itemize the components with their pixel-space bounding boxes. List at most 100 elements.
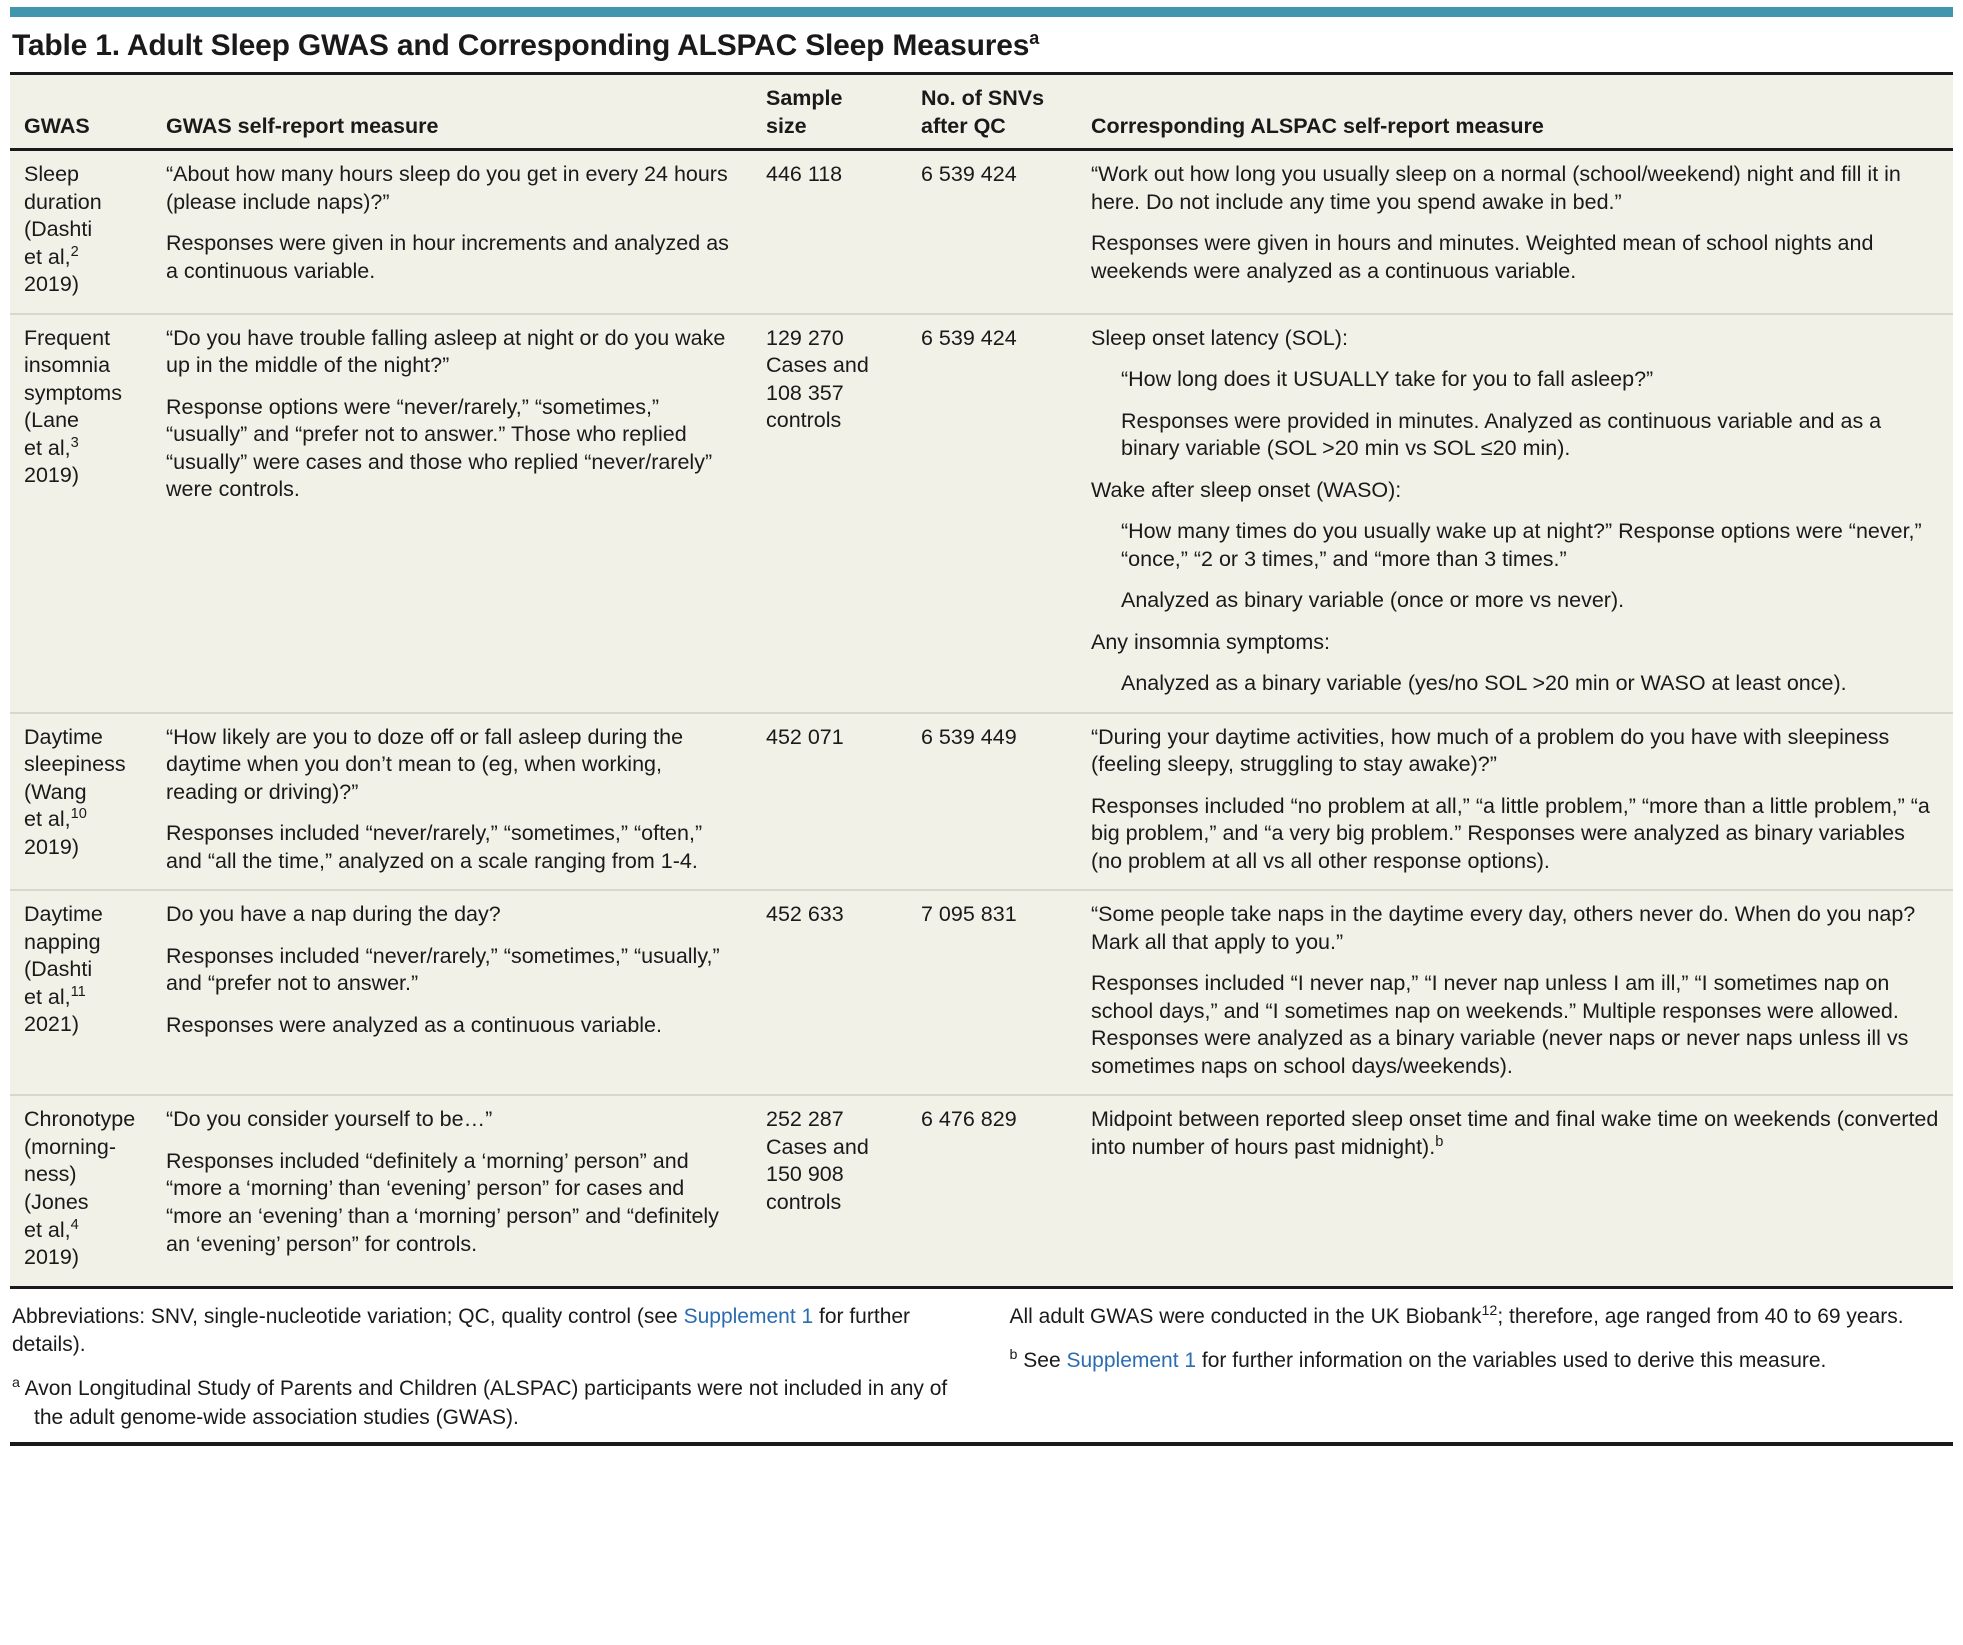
alspac-paragraph: Any insomnia symptoms: <box>1091 629 1330 654</box>
table-row: Daytime sleepiness (Wang et al,10 2019) “H… <box>10 711 1953 891</box>
table-title-footnote-marker: a <box>1029 28 1039 48</box>
column-header-sample-size-line1: Sample <box>766 86 843 110</box>
cell-alspac-measure: “Some people take naps in the daytime ev… <box>1077 889 1953 1096</box>
cell-gwas-measure: “Do you consider yourself to be…” Respons… <box>152 1094 752 1286</box>
cell-snv-count: 6 539 424 <box>921 162 1017 187</box>
gwas-year: 2019) <box>24 463 79 488</box>
sample-size-line: 129 270 <box>766 325 844 350</box>
gwas-measure-paragraph: Do you have a nap during the day? <box>166 902 501 927</box>
cell-gwas-name: Daytime sleepiness (Wang et al,10 2019) <box>10 711 152 891</box>
table-row: Daytime napping (Dashti et al,11 2021) Do … <box>10 889 1953 1096</box>
cell-gwas-name: Chronotype (morning- ness) (Jones et al,… <box>10 1094 152 1286</box>
figure-bottom-rule <box>10 1441 1953 1446</box>
table-body: Sleep duration (Dashti et al,2 2019) “Abou… <box>10 150 1953 1286</box>
sample-size-line: controls <box>766 408 842 433</box>
alspac-sub-paragraph: “How long does it USUALLY take for you t… <box>1121 367 1654 392</box>
sample-size-line: 252 287 <box>766 1107 844 1132</box>
table-title: Table 1. Adult Sleep GWAS and Correspond… <box>0 17 1963 72</box>
column-header-gwas-measure: GWAS self-report measure <box>152 75 752 152</box>
gwas-reference-number: 3 <box>70 434 79 451</box>
alspac-paragraph: “During your daytime activities, how muc… <box>1091 724 1890 777</box>
alspac-paragraph: Responses included “no problem at all,” … <box>1091 793 1930 873</box>
sample-size-line: 452 633 <box>766 902 844 927</box>
gwas-reference-number: 10 <box>70 806 87 823</box>
gwas-reference-number: 2 <box>70 243 79 260</box>
cell-alspac-measure: Sleep onset latency (SOL): “How long does… <box>1077 312 1953 713</box>
gwas-year: 2019) <box>24 1245 79 1270</box>
gwas-name-text: Frequent insomnia symptoms (Lane et al, <box>24 325 122 460</box>
footnotes: Abbreviations: SNV, single-nucleotide va… <box>10 1289 1953 1442</box>
footnote-left-1: Abbreviations: SNV, single-nucleotide va… <box>12 1304 911 1356</box>
alspac-sub-paragraph: “How many times do you usually wake up a… <box>1121 519 1922 571</box>
gwas-measure-paragraph: Response options were “never/rarely,” “s… <box>166 394 713 502</box>
cell-gwas-name: Frequent insomnia symptoms (Lane et al,3… <box>10 312 152 713</box>
cell-snv-count: 6 539 449 <box>907 711 1077 891</box>
table-row: Chronotype (morning- ness) (Jones et al,… <box>10 1094 1953 1286</box>
footnote-right-2: b See Supplement 1 for further informati… <box>1009 1346 1827 1372</box>
footnote-reference-number: 12 <box>1481 1302 1498 1319</box>
sample-size-line: controls <box>766 1189 842 1214</box>
cell-gwas-measure: “Do you have trouble falling asleep at n… <box>152 312 752 713</box>
table-title-text: Table 1. Adult Sleep GWAS and Correspond… <box>12 29 1030 62</box>
gwas-year: 2021) <box>24 1012 79 1037</box>
cell-alspac-measure: Midpoint between reported sleep onset ti… <box>1077 1094 1953 1286</box>
gwas-measure-paragraph: “How likely are you to doze off or fall … <box>166 724 684 804</box>
gwas-name-text: Chronotype (morning- ness) (Jones et al, <box>24 1107 136 1242</box>
accent-rule <box>10 7 1953 17</box>
gwas-measure-paragraph: Responses included “never/rarely,” “some… <box>166 821 703 873</box>
column-header-snv-line1: No. of SNVs <box>921 86 1045 110</box>
table-figure: Table 1. Adult Sleep GWAS and Correspond… <box>0 7 1963 1645</box>
table-header-row: GWAS GWAS self-report measure Sample siz… <box>10 75 1953 152</box>
alspac-paragraph: Responses included “I never nap,” “I nev… <box>1091 971 1909 1078</box>
cell-sample-size: 129 270 Cases and 108 357 controls <box>752 312 907 713</box>
table-row: Sleep duration (Dashti et al,2 2019) “Abou… <box>10 150 1953 314</box>
cell-alspac-measure: “During your daytime activities, how muc… <box>1077 711 1953 891</box>
alspac-paragraph: Wake after sleep onset (WASO): <box>1091 477 1402 502</box>
cell-snv-count: 6 539 424 <box>907 312 1077 713</box>
sample-size-line: Cases and <box>766 1134 869 1159</box>
alspac-sub-paragraph: Responses were provided in minutes. Anal… <box>1121 408 1882 461</box>
gwas-table: GWAS GWAS self-report measure Sample siz… <box>10 75 1953 1286</box>
footnote-marker: b <box>1009 1346 1018 1363</box>
cell-snv-count: 6 476 829 <box>907 1094 1077 1286</box>
gwas-measure-paragraph: Responses were analyzed as a continuous … <box>166 1012 662 1037</box>
gwas-name-text: Sleep duration (Dashti et al, <box>24 162 102 269</box>
gwas-reference-number: 4 <box>70 1216 79 1233</box>
footnotes-right-column: All adult GWAS were conducted in the UK … <box>1010 1303 1952 1432</box>
alspac-sub-paragraph: Analyzed as a binary variable (yes/no SO… <box>1121 671 1847 696</box>
gwas-measure-paragraph: Responses were given in hour increments … <box>166 231 729 283</box>
sample-size-line: Cases and <box>766 353 869 378</box>
column-header-alspac: Corresponding ALSPAC self-report measure <box>1077 75 1953 152</box>
gwas-year: 2019) <box>24 834 79 859</box>
sample-size-line: 108 357 <box>766 380 844 405</box>
sample-size-line: 150 908 <box>766 1162 844 1187</box>
column-header-sample-size: Sample size <box>752 75 907 152</box>
column-header-snv: No. of SNVs after QC <box>907 75 1077 152</box>
cell-gwas-measure: “How likely are you to doze off or fall … <box>152 711 752 891</box>
gwas-reference-number: 11 <box>70 983 86 1000</box>
alspac-footnote-marker: b <box>1435 1133 1444 1150</box>
table-top-rule <box>10 72 1953 75</box>
sample-size-line: 452 071 <box>766 724 844 749</box>
sample-size-line: 446 118 <box>766 162 843 187</box>
alspac-paragraph: “Work out how long you usually sleep on … <box>1091 162 1901 214</box>
column-header-sample-size-line2: size <box>766 113 807 138</box>
column-header-gwas: GWAS <box>10 75 152 152</box>
table-head: GWAS GWAS self-report measure Sample siz… <box>10 75 1953 152</box>
footnotes-left-column: Abbreviations: SNV, single-nucleotide va… <box>12 1303 954 1432</box>
supplement-link[interactable]: Supplement 1 <box>1066 1348 1197 1372</box>
alspac-paragraph: Sleep onset latency (SOL): <box>1091 325 1348 350</box>
gwas-measure-paragraph: “Do you have trouble falling asleep at n… <box>166 325 726 378</box>
cell-alspac-measure: “Work out how long you usually sleep on … <box>1077 150 1953 314</box>
gwas-measure-paragraph: “Do you consider yourself to be…” <box>166 1107 493 1132</box>
cell-gwas-measure: “About how many hours sleep do you get i… <box>152 150 752 314</box>
supplement-link[interactable]: Supplement 1 <box>683 1304 814 1328</box>
footnote-left-2: a Avon Longitudinal Study of Parents and… <box>12 1375 948 1429</box>
table-row: Frequent insomnia symptoms (Lane et al,3… <box>10 312 1953 713</box>
gwas-year: 2019) <box>24 272 79 297</box>
alspac-paragraph: Responses were given in hours and minute… <box>1091 231 1874 283</box>
footnote-right-1: All adult GWAS were conducted in the UK … <box>1009 1302 1904 1328</box>
gwas-measure-paragraph: Responses included “never/rarely,” “some… <box>166 943 720 996</box>
cell-gwas-measure: Do you have a nap during the day? Respons… <box>152 889 752 1096</box>
gwas-measure-paragraph: “About how many hours sleep do you get i… <box>166 162 728 214</box>
